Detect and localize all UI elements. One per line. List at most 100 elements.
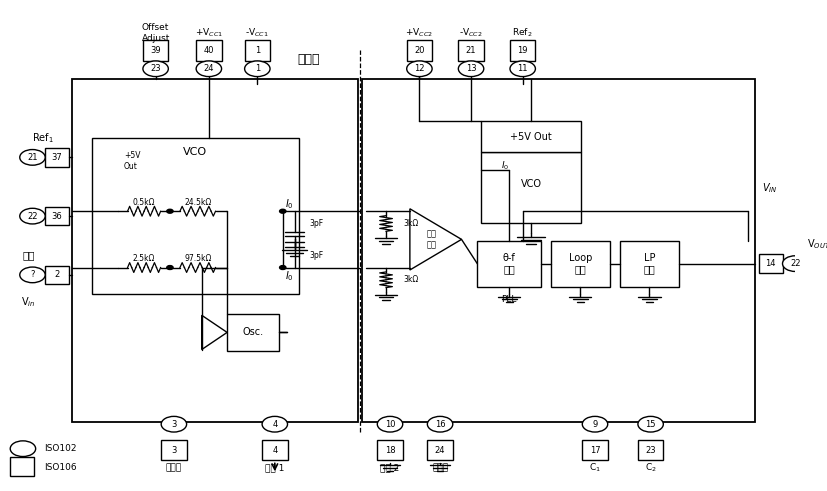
Circle shape [428, 416, 453, 432]
Text: ?: ? [31, 271, 35, 279]
Text: V$_{in}$: V$_{in}$ [22, 295, 36, 309]
Text: 3: 3 [171, 446, 177, 455]
Text: 22: 22 [27, 212, 38, 220]
Bar [428, 440, 453, 461]
Bar [45, 148, 69, 166]
Bar [72, 79, 358, 422]
Text: +5V
Out: +5V Out [124, 152, 141, 171]
Bar [45, 266, 69, 284]
Text: ISO106: ISO106 [45, 463, 77, 472]
Text: 17: 17 [590, 446, 600, 455]
Circle shape [245, 61, 270, 77]
Circle shape [20, 150, 45, 165]
Text: 公共 1: 公共 1 [265, 464, 284, 472]
Bar [551, 241, 610, 287]
Bar [161, 440, 187, 461]
Circle shape [280, 266, 286, 270]
Text: 12: 12 [414, 64, 424, 73]
Text: 15: 15 [645, 420, 656, 429]
Bar [407, 40, 433, 61]
Text: 0.5kΩ: 0.5kΩ [133, 198, 155, 207]
Text: 4: 4 [272, 420, 277, 429]
Bar [377, 440, 403, 461]
Text: 23: 23 [151, 64, 161, 73]
Circle shape [638, 416, 663, 432]
Text: 3pF: 3pF [309, 251, 323, 260]
Text: 检测
放大: 检测 放大 [427, 230, 437, 249]
Text: VCO: VCO [184, 147, 208, 158]
Text: 37: 37 [52, 153, 63, 162]
Bar [481, 121, 581, 153]
Text: 23: 23 [645, 446, 656, 455]
Text: θ-f
检测: θ-f 检测 [503, 253, 515, 274]
Text: $I_0$: $I_0$ [501, 159, 509, 171]
Text: 21: 21 [27, 153, 38, 162]
Bar [45, 207, 69, 225]
Text: VCO: VCO [520, 179, 542, 190]
Bar [143, 40, 169, 61]
Text: C$_1$: C$_1$ [589, 462, 601, 474]
Bar [262, 440, 288, 461]
Circle shape [280, 209, 286, 213]
Text: +V$_{CC2}$: +V$_{CC2}$ [405, 27, 433, 39]
Text: 3: 3 [171, 420, 177, 429]
Text: 偏置: 偏置 [22, 250, 35, 260]
Text: Ref$_1$: Ref$_1$ [32, 131, 55, 145]
Text: 40: 40 [203, 46, 214, 55]
Circle shape [458, 61, 484, 77]
Bar [227, 314, 279, 351]
Text: C$_2$: C$_2$ [645, 462, 657, 474]
Text: 22: 22 [790, 259, 801, 268]
Text: 97.5kΩ: 97.5kΩ [184, 254, 212, 263]
Bar [477, 241, 541, 287]
Text: 2.5kΩ: 2.5kΩ [133, 254, 155, 263]
Text: +5V Out: +5V Out [510, 132, 552, 141]
Text: 1: 1 [255, 46, 260, 55]
Text: Offset
Adjust: Offset Adjust [141, 23, 170, 43]
Text: 18: 18 [385, 446, 395, 455]
Text: $\bar{I}_0$: $\bar{I}_0$ [285, 267, 294, 283]
Circle shape [196, 61, 222, 77]
Bar [10, 457, 34, 476]
Circle shape [20, 267, 45, 283]
Text: 24.5kΩ: 24.5kΩ [184, 198, 212, 207]
Bar [481, 153, 581, 223]
Text: PLL: PLL [501, 295, 517, 304]
Bar [196, 40, 222, 61]
Text: 20: 20 [414, 46, 424, 55]
Text: 16: 16 [435, 420, 446, 429]
Text: Loop
滤波: Loop 滤波 [569, 253, 592, 274]
Circle shape [167, 209, 173, 213]
Circle shape [143, 61, 169, 77]
Text: 3kΩ: 3kΩ [404, 219, 418, 228]
Text: LP
滤波: LP 滤波 [643, 253, 655, 274]
Text: +V$_{CC1}$: +V$_{CC1}$ [195, 27, 223, 39]
Text: 19: 19 [518, 46, 528, 55]
Text: 24: 24 [435, 446, 445, 455]
Bar [92, 138, 299, 295]
Circle shape [582, 416, 608, 432]
Circle shape [407, 61, 433, 77]
Bar [458, 40, 484, 61]
Bar [245, 40, 270, 61]
Text: Ref$_2$: Ref$_2$ [513, 27, 533, 39]
Text: -V$_{CC1}$: -V$_{CC1}$ [246, 27, 270, 39]
Text: 4: 4 [272, 446, 277, 455]
Circle shape [161, 416, 187, 432]
Text: 数字地: 数字地 [432, 464, 448, 472]
Bar [510, 40, 535, 61]
Text: V$_{OUT}$: V$_{OUT}$ [807, 237, 827, 251]
Text: $V_{IN}$: $V_{IN}$ [762, 181, 777, 195]
Circle shape [20, 208, 45, 224]
Text: 3pF: 3pF [309, 219, 323, 228]
Circle shape [510, 61, 535, 77]
Text: 36: 36 [52, 212, 63, 220]
Text: 11: 11 [518, 64, 528, 73]
Bar [638, 440, 663, 461]
Circle shape [377, 416, 403, 432]
Text: Osc.: Osc. [242, 327, 264, 337]
Text: 公共 2: 公共 2 [380, 464, 399, 472]
Bar [362, 79, 756, 422]
Text: 隔离层: 隔离层 [298, 53, 320, 66]
Text: 24: 24 [203, 64, 214, 73]
